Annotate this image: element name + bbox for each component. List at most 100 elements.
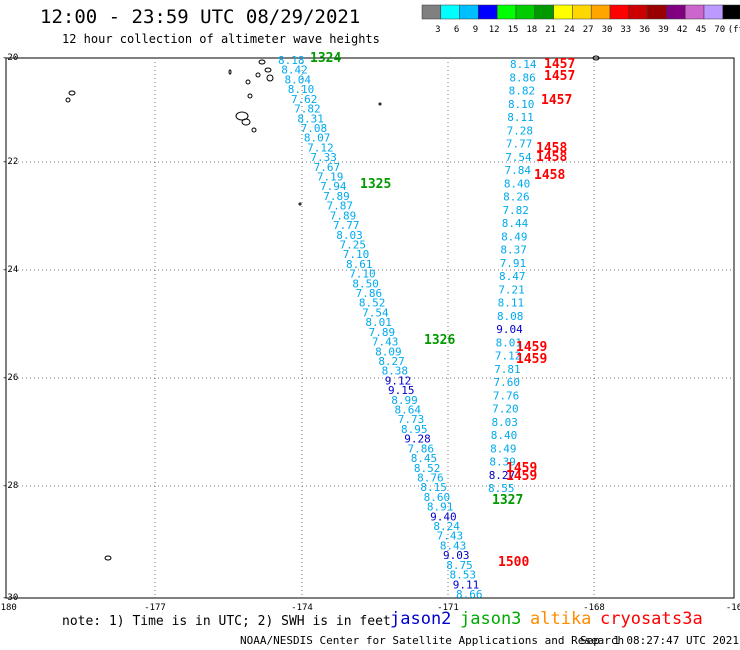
swh-value-track-b: 8.55 — [488, 482, 515, 495]
swh-value-track-a: 7.67 — [314, 161, 341, 174]
lat-label: -26 — [2, 373, 18, 383]
lon-label: -174 — [291, 603, 313, 612]
pass-number-cryosat: 1459 — [516, 340, 547, 355]
legend-jason2: jason2 — [390, 609, 452, 629]
swh-value-track-b: 8.26 — [503, 191, 530, 204]
swh-value-track-a: 8.03 — [336, 229, 363, 242]
swh-value-track-a: 8.15 — [420, 481, 447, 494]
swh-value-track-a: 7.54 — [362, 306, 389, 319]
swh-value-track-a: 8.53 — [450, 569, 477, 582]
island-outline — [258, 59, 266, 65]
swh-value-track-a: 7.89 — [330, 209, 357, 222]
pass-number-cryosat: 1459 — [516, 352, 547, 367]
swh-value-track-b: 8.82 — [509, 85, 536, 98]
swh-value-track-b: 8.49 — [490, 442, 517, 455]
swh-value-track-a: 8.31 — [297, 112, 324, 125]
swh-value-track-b: 8.11 — [498, 297, 525, 310]
swh-value-track-a: 8.61 — [346, 258, 373, 271]
scale-tick-label: (ft) — [728, 25, 740, 35]
pass-number-cryosat: 1458 — [536, 150, 567, 165]
island-outline — [65, 97, 71, 103]
swh-value-track-a: 7.87 — [327, 200, 354, 213]
lon-label: -16 — [726, 603, 740, 612]
swh-value-track-a: 8.07 — [304, 132, 331, 145]
pass-number-jason3: 1324 — [310, 51, 341, 66]
pass-number-jason3: 1327 — [492, 493, 523, 508]
scale-swatch — [722, 4, 740, 20]
swh-value-track-a: 7.10 — [349, 268, 376, 281]
swh-value-track-a: 7.82 — [294, 103, 321, 116]
swh-value-track-a: 7.12 — [307, 141, 334, 154]
scale-tick-label: 39 — [658, 25, 669, 35]
lon-label: -177 — [144, 603, 166, 612]
swh-value-track-a: 8.52 — [414, 462, 441, 475]
swh-value-track-a: 7.86 — [407, 442, 434, 455]
island-outline — [298, 202, 302, 206]
pass-number-jason3: 1326 — [424, 333, 455, 348]
chart-subtitle: 12 hour collection of altimeter wave hei… — [62, 32, 380, 46]
swh-value-track-b: 7.21 — [498, 283, 525, 296]
chart-title: 12:00 - 23:59 UTC 08/29/2021 — [40, 6, 361, 28]
swh-value-track-a: 8.76 — [417, 471, 444, 484]
island-outline — [245, 79, 251, 85]
swh-value-track-a: 7.43 — [437, 530, 464, 543]
swh-value-track-a: 9.03 — [443, 549, 470, 562]
swh-value-track-b: 7.77 — [506, 138, 533, 151]
swh-value-track-a: 7.89 — [323, 190, 350, 203]
swh-value-track-a: 8.42 — [281, 64, 308, 77]
lat-label: -22 — [2, 157, 18, 167]
island-outline — [68, 90, 76, 96]
pass-number-cryosat: 1500 — [498, 555, 529, 570]
scale-tick-label: 6 — [454, 25, 459, 35]
map-canvas: -20 -22 -24 -26 -28 -30-180 -177 -174 -171 -168 -1… — [0, 51, 740, 612]
swh-value-track-b: 8.27 — [489, 469, 516, 482]
swh-value-track-a: 9.12 — [385, 374, 412, 387]
swh-value-track-b: 7.76 — [493, 389, 520, 402]
island-outline — [104, 555, 112, 561]
swh-value-track-a: 8.64 — [395, 404, 422, 417]
swh-value-track-a: 7.33 — [310, 151, 337, 164]
swh-value-track-a: 7.86 — [356, 287, 383, 300]
swh-value-track-a: 8.01 — [365, 316, 392, 329]
swh-value-track-b: 8.39 — [489, 456, 516, 469]
swh-value-track-a: 7.43 — [372, 336, 399, 349]
scale-tick-label: 30 — [602, 25, 613, 35]
scale-tick-label: 27 — [583, 25, 594, 35]
timestamp: Sep 1 08:27:47 UTC 2021 — [580, 634, 739, 647]
scale-tick-label: 70 — [714, 25, 725, 35]
map-frame — [5, 57, 735, 599]
lat-label: -30 — [2, 593, 18, 603]
swh-value-track-a: 8.99 — [391, 394, 418, 407]
island-outline — [255, 72, 261, 78]
swh-value-track-a: 8.43 — [440, 539, 467, 552]
swh-value-track-a: 8.52 — [359, 297, 386, 310]
legend-s3a: s3a — [672, 609, 703, 629]
swh-value-track-b: 8.40 — [504, 177, 531, 190]
scale-tick-label: 21 — [545, 25, 556, 35]
swh-value-track-b: 8.10 — [508, 98, 535, 111]
swh-value-track-b: 8.08 — [497, 310, 524, 323]
legend-cryosat: cryosat — [600, 609, 672, 629]
scale-tick-label: 45 — [696, 25, 707, 35]
lat-label: -24 — [2, 265, 18, 275]
swh-value-track-a: 8.27 — [378, 355, 405, 368]
swh-value-track-b: 8.40 — [491, 429, 518, 442]
island-outline — [241, 118, 251, 126]
lat-label: -28 — [2, 481, 18, 491]
lon-label: -171 — [437, 603, 459, 612]
pass-number-cryosat: 1458 — [536, 141, 567, 156]
swh-value-track-b: 8.44 — [502, 217, 529, 230]
swh-value-track-b: 7.82 — [502, 204, 529, 217]
swh-value-track-a: 8.04 — [284, 73, 311, 86]
swh-value-track-b: 7.54 — [505, 151, 532, 164]
scale-tick-label: 24 — [564, 25, 575, 35]
scale-tick-label: 3 — [435, 25, 440, 35]
swh-value-track-b: 8.03 — [491, 416, 518, 429]
swh-value-track-b: 8.37 — [500, 244, 527, 257]
swh-value-track-a: 8.09 — [375, 345, 402, 358]
island-outline — [266, 74, 274, 82]
island-outline — [228, 69, 232, 75]
pass-number-cryosat: 1457 — [544, 69, 575, 84]
swh-value-track-a: 8.18 — [278, 54, 305, 67]
